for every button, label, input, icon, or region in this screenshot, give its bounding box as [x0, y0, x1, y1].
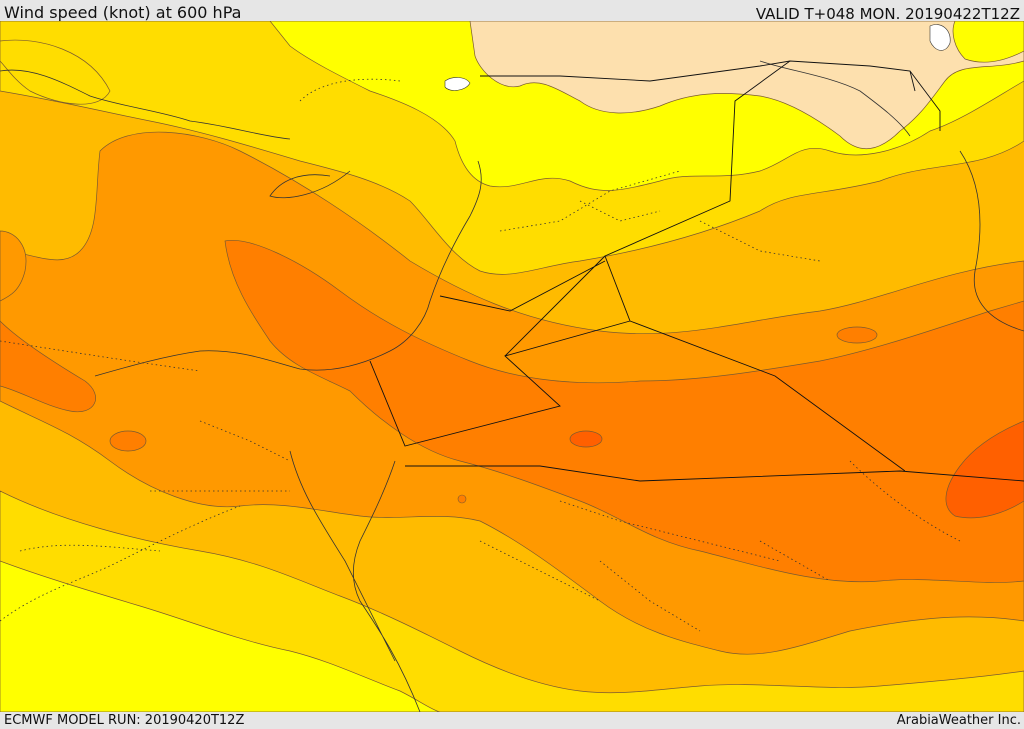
water-patch-north	[444, 77, 471, 91]
band-yellow-south	[0, 560, 441, 712]
band-lightest-north	[469, 21, 1024, 150]
credit-label: ArabiaWeather Inc.	[896, 713, 1021, 728]
wind-speed-map	[0, 21, 1024, 712]
patch-orange-small	[457, 494, 467, 504]
bottom-bar	[0, 712, 1024, 729]
map-title: Wind speed (knot) at 600 hPa	[4, 3, 242, 22]
band-gold-west	[0, 39, 111, 105]
band-deep-orange	[224, 240, 1024, 583]
patch-deep-orange-2	[569, 430, 603, 448]
band-yellow-ne	[952, 21, 1024, 63]
band-red-orange-core	[945, 420, 1024, 519]
patch-deep-orange-1	[109, 430, 147, 452]
coastline-gulf	[759, 60, 1024, 332]
border-north	[480, 60, 941, 131]
top-bar	[0, 0, 1024, 21]
water-patch-ne	[929, 24, 951, 51]
patch-deep-orange-3	[836, 326, 878, 344]
coastline-mediterranean	[0, 69, 482, 377]
band-orange-west	[0, 230, 27, 302]
admin-borders	[0, 78, 961, 632]
band-deep-orange-west	[0, 320, 96, 413]
valid-time: VALID T+048 MON. 20190422T12Z	[755, 5, 1020, 23]
model-run-label: ECMWF MODEL RUN: 20190420T12Z	[4, 713, 245, 728]
coastline-red-sea	[289, 450, 421, 712]
border-lines	[369, 60, 1024, 482]
